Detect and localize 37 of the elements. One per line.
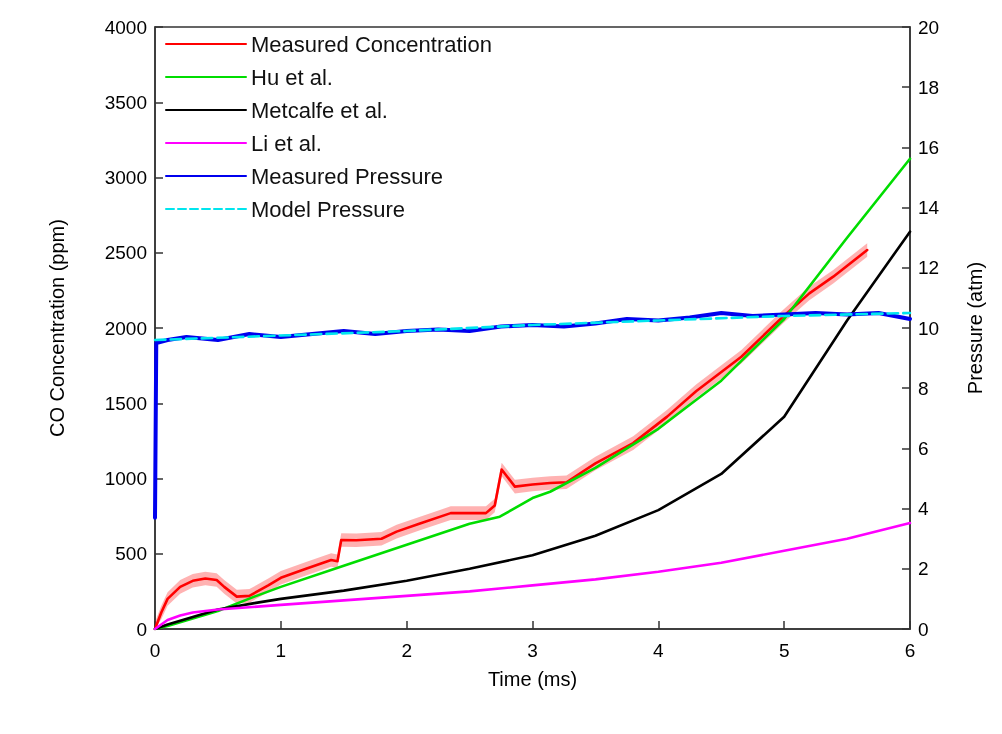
y-tick-label: 2500 <box>104 242 147 264</box>
y2-tick-label: 4 <box>918 498 929 520</box>
legend-label: Metcalfe et al. <box>251 97 388 123</box>
y2-tick-label: 16 <box>918 136 940 158</box>
y-tick-label: 3500 <box>104 91 147 113</box>
x-tick-label: 2 <box>401 640 412 661</box>
legend-label: Li et al. <box>251 130 322 156</box>
y-tick-label: 500 <box>115 543 147 565</box>
line-series <box>153 311 912 342</box>
x-tick-label: 0 <box>149 640 161 661</box>
legend-label: Measured Concentration <box>251 31 492 57</box>
y-tick-label: 1000 <box>104 468 147 489</box>
y-tick-label: 0 <box>136 618 147 640</box>
x-tick-label: 1 <box>275 640 287 661</box>
y2-tick-label: 2 <box>918 558 929 580</box>
x-axis-title: Time (ms) <box>487 668 578 690</box>
y2-tick-label: 8 <box>918 377 929 399</box>
y2-tick-label: 18 <box>918 76 940 98</box>
y2-tick-label: 10 <box>918 317 940 339</box>
y2-tick-label: 20 <box>918 16 940 38</box>
y-tick-label: 3000 <box>104 167 147 188</box>
y2-tick-label: 14 <box>918 197 940 219</box>
y-tick-label: 4000 <box>104 16 147 38</box>
y2-tick-label: 12 <box>918 257 940 279</box>
x-tick-label: 4 <box>653 640 665 661</box>
legend-label: Model Pressure <box>251 196 406 222</box>
legend-label: Hu et al. <box>251 64 333 90</box>
y-tick-label: 2000 <box>104 317 147 339</box>
x-tick-label: 5 <box>778 640 790 661</box>
y2-axis-title: Pressure (atm) <box>964 261 986 395</box>
legend-label: Measured Pressure <box>251 163 443 189</box>
x-tick-label: 3 <box>527 640 538 661</box>
y2-tick-label: 6 <box>918 437 929 459</box>
y-tick-label: 1500 <box>104 392 147 414</box>
y-axis-title: CO Concentration (ppm) <box>46 219 68 437</box>
y2-tick-label: 0 <box>918 618 929 640</box>
x-tick-label: 6 <box>904 640 916 661</box>
